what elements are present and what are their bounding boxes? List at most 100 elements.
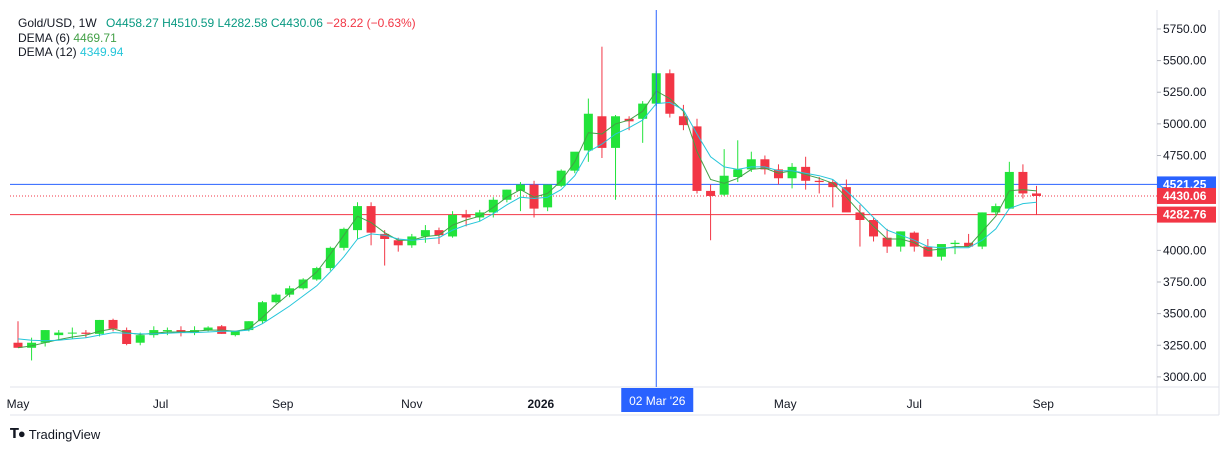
candle[interactable] [936, 244, 946, 261]
candle[interactable] [434, 227, 444, 245]
change-value: −28.22 (−0.63%) [326, 16, 416, 30]
candle[interactable] [692, 118, 702, 194]
candle-body [407, 236, 417, 246]
candle[interactable] [869, 217, 879, 242]
candle[interactable] [882, 228, 892, 253]
candle-body [325, 247, 335, 269]
candle[interactable] [678, 104, 688, 131]
candle-body [787, 166, 797, 179]
candle[interactable] [706, 184, 716, 241]
candle-body [923, 246, 933, 257]
x-tick-label: Sep [1033, 397, 1055, 411]
candle-body [760, 159, 770, 170]
candle-body [855, 212, 865, 221]
candle[interactable] [502, 189, 512, 203]
candle[interactable] [122, 327, 132, 346]
candle-body [611, 116, 621, 148]
candle[interactable] [217, 325, 227, 334]
candle[interactable] [814, 176, 824, 194]
candle[interactable] [420, 225, 430, 243]
candle[interactable] [665, 69, 675, 118]
candle-body [733, 169, 743, 177]
y-tick-label: 3250.00 [1163, 338, 1207, 352]
close-value: C4430.06 [270, 16, 323, 30]
y-tick-label: 3000.00 [1163, 370, 1207, 384]
candle[interactable] [271, 293, 281, 304]
candle[interactable] [81, 330, 91, 338]
candle[interactable] [366, 202, 376, 246]
low-price-label: 4282.76 [1163, 208, 1207, 222]
candle[interactable] [923, 238, 933, 257]
candle[interactable] [841, 179, 851, 213]
candle[interactable] [461, 209, 471, 227]
candle[interactable] [991, 203, 1001, 215]
dema12-row[interactable]: DEMA (12) 4349.94 [18, 45, 416, 60]
y-tick-label: 3750.00 [1163, 275, 1207, 289]
y-tick-label: 3500.00 [1163, 307, 1207, 321]
candle[interactable] [515, 182, 525, 212]
candle[interactable] [27, 337, 37, 361]
candle[interactable] [529, 180, 539, 218]
candle-body [773, 169, 783, 179]
tradingview-brand[interactable]: 𝗧● TradingView [10, 426, 100, 442]
candle[interactable] [40, 330, 50, 347]
candle-body [353, 206, 362, 231]
candle[interactable] [611, 115, 621, 200]
dema6-value: 4469.71 [73, 30, 117, 45]
candle[interactable] [760, 155, 770, 175]
candle-body [801, 166, 811, 181]
x-tick-label: Sep [272, 397, 294, 411]
candle-body [40, 330, 50, 343]
dema6-row[interactable]: DEMA (6) 4469.71 [18, 31, 416, 46]
x-tick-label: Nov [401, 397, 422, 411]
candle[interactable] [733, 140, 743, 183]
candle[interactable] [176, 326, 186, 337]
candle-body [380, 233, 390, 239]
candle[interactable] [1018, 164, 1028, 199]
candle[interactable] [828, 179, 838, 208]
candle[interactable] [149, 326, 159, 338]
candle[interactable] [475, 209, 485, 222]
candle-body [285, 288, 295, 295]
candle[interactable] [380, 230, 390, 266]
candle-body [176, 330, 186, 333]
candle-body [230, 331, 240, 336]
candle[interactable] [964, 233, 974, 247]
candle[interactable] [855, 204, 865, 247]
candle[interactable] [556, 169, 566, 188]
candle[interactable] [746, 151, 756, 172]
candle-body [692, 126, 702, 191]
candle[interactable] [13, 321, 23, 348]
candle[interactable] [950, 240, 960, 255]
ohlc-row: Gold/USD, 1W O4458.27 H4510.59 L4282.58 … [18, 16, 416, 31]
candle-body [828, 182, 838, 188]
candle[interactable] [162, 327, 172, 336]
candle[interactable] [353, 202, 362, 239]
candle-body [257, 302, 267, 322]
candle[interactable] [773, 164, 783, 185]
candle-body [420, 230, 430, 237]
candle[interactable] [787, 163, 797, 189]
candle[interactable] [257, 300, 267, 324]
candle[interactable] [1004, 161, 1014, 209]
candle[interactable] [54, 330, 64, 341]
candle-body [162, 330, 172, 332]
high-value: H4510.59 [162, 16, 215, 30]
candle[interactable] [312, 266, 322, 281]
candle[interactable] [339, 227, 349, 251]
candle[interactable] [285, 285, 295, 298]
candle[interactable] [230, 331, 240, 337]
candle[interactable] [719, 149, 729, 196]
candle[interactable] [909, 231, 919, 252]
candle-body [909, 232, 919, 247]
candle[interactable] [325, 246, 335, 271]
candle[interactable] [94, 319, 104, 337]
candle[interactable] [407, 233, 417, 248]
candle[interactable] [543, 184, 553, 212]
dema12-value: 4349.94 [80, 45, 124, 59]
candle-body [339, 228, 349, 248]
candle[interactable] [597, 46, 607, 159]
dema6-line [17, 90, 1037, 349]
